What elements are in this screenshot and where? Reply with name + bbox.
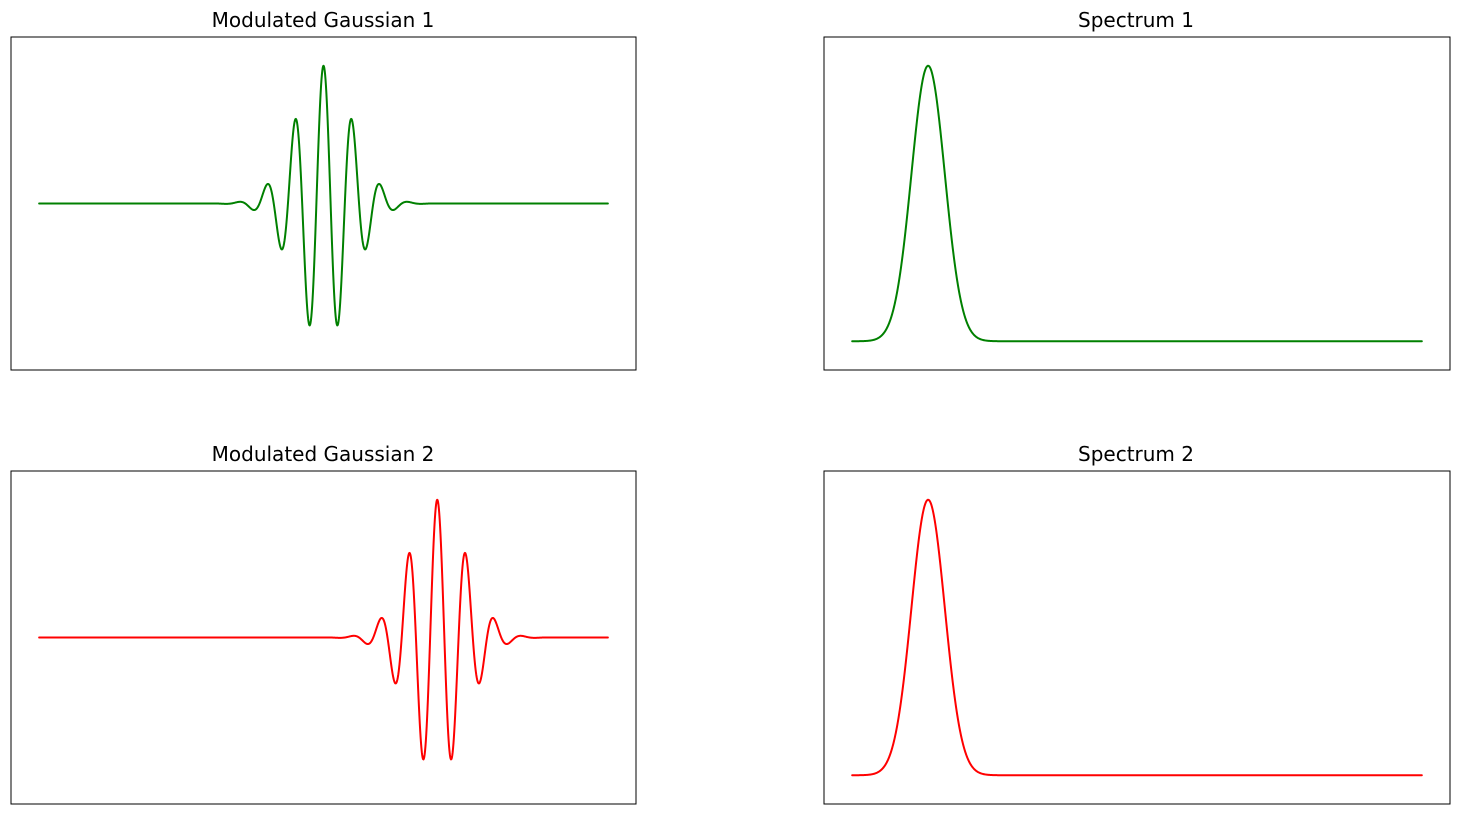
series-line <box>38 498 609 761</box>
subplot-modulated-gaussian-1: Modulated Gaussian 1 <box>10 8 637 371</box>
subplot-spectrum-1: Spectrum 1 <box>823 8 1451 371</box>
series-line <box>851 64 1423 343</box>
axes-frame <box>10 470 637 805</box>
subplot-title: Spectrum 2 <box>1078 442 1194 466</box>
subplot-title: Spectrum 1 <box>1078 8 1194 32</box>
subplot-modulated-gaussian-2: Modulated Gaussian 2 <box>10 442 637 805</box>
series-line <box>38 64 609 327</box>
series-line <box>851 498 1423 777</box>
axes-frame <box>823 470 1451 805</box>
subplot-title: Modulated Gaussian 2 <box>212 442 435 466</box>
subplot-title: Modulated Gaussian 1 <box>212 8 435 32</box>
subplot-spectrum-2: Spectrum 2 <box>823 442 1451 805</box>
axes-frame <box>823 36 1451 371</box>
axes-frame <box>10 36 637 371</box>
